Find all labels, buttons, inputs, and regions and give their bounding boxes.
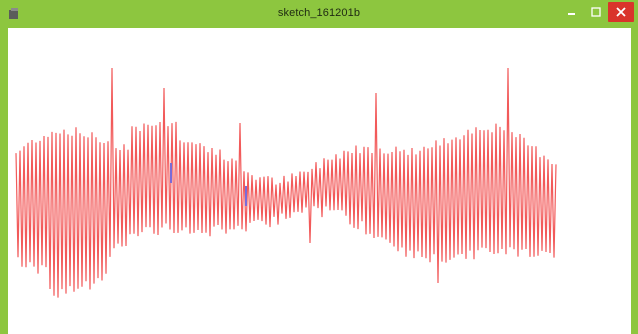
window-title: sketch_161201b <box>277 7 361 19</box>
minimize-icon <box>568 13 575 15</box>
waveform-display <box>15 67 557 298</box>
minimize-button[interactable] <box>560 2 584 22</box>
title-bar[interactable]: sketch_161201b <box>0 0 638 28</box>
waveform-trace <box>15 67 557 298</box>
sketch-canvas <box>8 28 631 334</box>
processing-app-icon <box>9 8 18 19</box>
maximize-icon <box>591 7 601 17</box>
maximize-button[interactable] <box>584 2 608 22</box>
close-icon <box>616 7 626 17</box>
close-button[interactable] <box>608 2 634 22</box>
